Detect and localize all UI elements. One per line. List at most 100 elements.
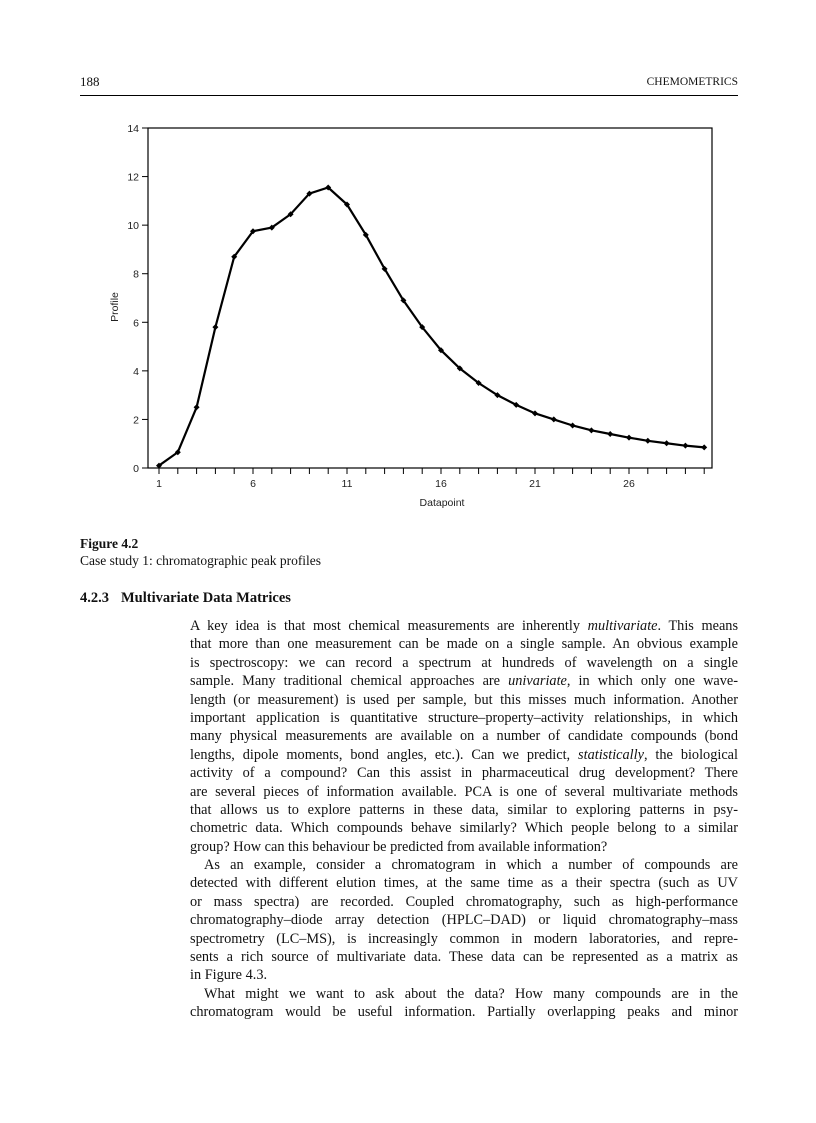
data-point xyxy=(456,365,463,372)
x-tick-label: 11 xyxy=(342,478,353,490)
text-span: important application is quantitative st… xyxy=(190,709,738,726)
header-rule xyxy=(80,95,738,96)
text-line: As an example, consider a chromatogram i… xyxy=(190,856,738,874)
data-point xyxy=(193,404,200,411)
text-span: that more than one measurement can be ma… xyxy=(190,636,738,653)
text-span: in Figure 4.3. xyxy=(190,967,268,984)
data-point xyxy=(513,401,520,408)
text-line: group? How can this behaviour be predict… xyxy=(190,838,738,856)
text-line: chometric data. Which compounds behave s… xyxy=(190,819,738,837)
emphasis: statistically xyxy=(578,746,644,763)
section-number: 4.2.3 xyxy=(80,590,109,606)
data-point xyxy=(419,324,426,331)
y-tick-label: 2 xyxy=(133,414,139,426)
text-line: lengths, dipole moments, bond angles, et… xyxy=(190,746,738,764)
text-span: sents a rich source of multivariate data… xyxy=(190,949,738,966)
text-span: detected with different elution times, a… xyxy=(190,875,738,892)
y-axis-label: Profile xyxy=(109,292,121,322)
text-line: that allows us to explore patterns in th… xyxy=(190,801,738,819)
text-line: that more than one measurement can be ma… xyxy=(190,635,738,653)
data-point xyxy=(663,440,670,447)
emphasis: univariate xyxy=(508,673,567,690)
text-line: What might we want to ask about the data… xyxy=(190,985,738,1003)
text-span: . This means xyxy=(657,618,739,634)
text-line: A key idea is that most chemical measure… xyxy=(190,617,738,635)
text-span: is spectroscopy: we can record a spectru… xyxy=(190,654,738,671)
data-point xyxy=(607,431,614,437)
y-tick-label: 8 xyxy=(133,269,139,281)
section-title: Multivariate Data Matrices xyxy=(121,590,291,606)
x-axis-label: Datapoint xyxy=(420,497,465,509)
data-point xyxy=(325,184,332,191)
text-line: or mass spectra) are recorded. Coupled c… xyxy=(190,893,738,911)
text-span: sample. Many traditional chemical approa… xyxy=(190,673,509,690)
data-point xyxy=(306,190,313,197)
data-point xyxy=(250,228,256,235)
text-line: sents a rich source of multivariate data… xyxy=(190,948,738,966)
text-span: lengths, dipole moments, bond angles, et… xyxy=(190,746,579,763)
data-point xyxy=(588,427,595,434)
data-point xyxy=(438,347,444,354)
data-point xyxy=(362,231,369,238)
data-point xyxy=(532,410,538,417)
text-line: chromatography–diode array detection (HP… xyxy=(190,911,738,929)
running-title: CHEMOMETRICS xyxy=(646,76,738,88)
text-span: A key idea is that most chemical measure… xyxy=(190,618,588,634)
data-point xyxy=(701,444,708,451)
text-span: spectrometry (LC–MS), is increasingly co… xyxy=(190,930,738,947)
data-point xyxy=(174,449,181,456)
text-line: in Figure 4.3. xyxy=(190,966,738,984)
text-line: length (or measurement) is used per samp… xyxy=(190,691,738,709)
text-line: are several pieces of information availa… xyxy=(190,783,738,801)
y-tick-label: 14 xyxy=(127,123,139,135)
text-span: As an example, consider a chromatogram i… xyxy=(204,857,738,874)
text-span: are several pieces of information availa… xyxy=(190,783,738,800)
text-line: many physical measurements are available… xyxy=(190,727,738,745)
y-tick-label: 4 xyxy=(133,366,139,378)
data-point xyxy=(494,392,501,399)
x-tick-label: 26 xyxy=(623,478,635,490)
y-tick-label: 0 xyxy=(133,463,139,475)
text-line: is spectroscopy: we can record a spectru… xyxy=(190,654,738,672)
data-point xyxy=(381,265,388,272)
text-span: length (or measurement) is used per samp… xyxy=(190,691,738,708)
series-line xyxy=(158,186,705,467)
data-point xyxy=(626,434,632,441)
page-number: 188 xyxy=(80,74,100,89)
text-line: detected with different elution times, a… xyxy=(190,874,738,892)
y-tick-label: 6 xyxy=(133,317,139,329)
text-span: , the biological xyxy=(643,746,738,763)
data-point xyxy=(287,211,294,218)
text-span: group? How can this behaviour be predict… xyxy=(190,838,608,855)
text-span: chromatogram would be useful information… xyxy=(190,1004,738,1021)
text-span: chometric data. Which compounds behave s… xyxy=(190,820,738,837)
data-point xyxy=(231,253,238,260)
data-point xyxy=(400,297,407,304)
x-tick-label: 1 xyxy=(156,478,162,490)
text-span: What might we want to ask about the data… xyxy=(204,985,738,1002)
text-line: chromatogram would be useful information… xyxy=(190,1003,738,1021)
data-point xyxy=(644,437,651,444)
y-tick-label: 10 xyxy=(127,220,139,232)
text-span: many physical measurements are available… xyxy=(190,728,738,745)
text-line: sample. Many traditional chemical approa… xyxy=(190,672,738,690)
data-point xyxy=(682,442,689,449)
data-point xyxy=(344,201,350,208)
emphasis: multivariate xyxy=(587,618,658,634)
text-span: , in which only one wave- xyxy=(566,673,738,690)
section-heading: 4.2.3 Multivariate Data Matrices xyxy=(80,590,303,607)
x-tick-label: 16 xyxy=(435,478,447,490)
x-tick-label: 6 xyxy=(250,478,256,490)
plot-frame xyxy=(147,127,713,469)
text-span: activity of a compound? Can this assist … xyxy=(190,765,738,782)
text-span: chromatography–diode array detection (HP… xyxy=(190,912,738,929)
data-point xyxy=(475,380,482,386)
data-point xyxy=(212,324,219,331)
data-point xyxy=(268,224,275,231)
figure-label: Figure 4.2 xyxy=(80,536,139,551)
data-point xyxy=(569,422,576,429)
x-tick-label: 21 xyxy=(529,478,541,490)
text-line: important application is quantitative st… xyxy=(190,709,738,727)
